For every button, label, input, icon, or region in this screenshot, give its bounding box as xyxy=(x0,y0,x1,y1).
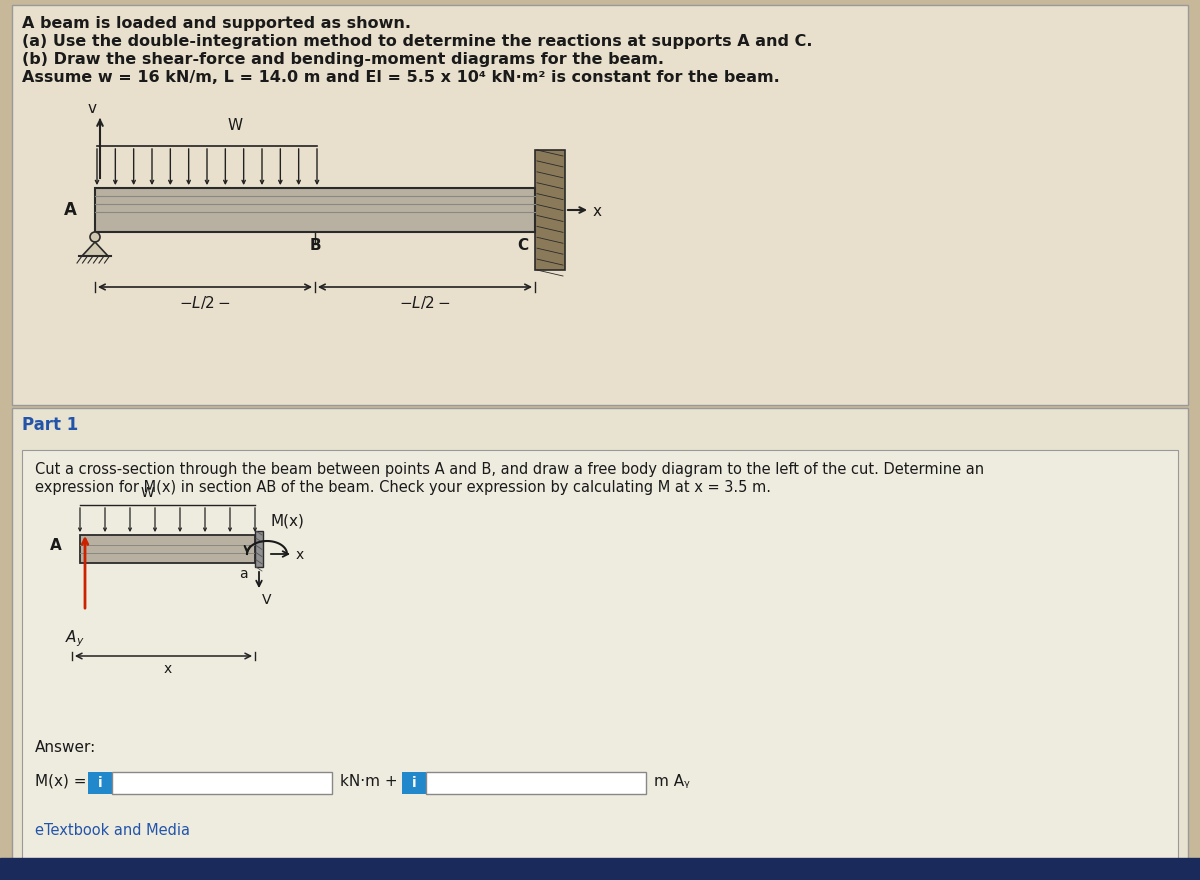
Text: A beam is loaded and supported as shown.: A beam is loaded and supported as shown. xyxy=(22,16,410,31)
Bar xyxy=(256,531,263,567)
Text: A: A xyxy=(64,201,77,219)
Text: $-L/2-$: $-L/2-$ xyxy=(400,294,451,311)
Bar xyxy=(22,450,1178,860)
Text: x: x xyxy=(163,662,172,676)
Text: A: A xyxy=(50,538,62,553)
Text: B: B xyxy=(310,238,320,253)
Bar xyxy=(402,772,426,794)
Text: Cut a cross-section through the beam between points A and B, and draw a free bod: Cut a cross-section through the beam bet… xyxy=(35,462,984,477)
Text: m Aᵧ: m Aᵧ xyxy=(654,774,690,789)
Text: kN·m +: kN·m + xyxy=(340,774,397,789)
Bar xyxy=(95,188,535,232)
Text: M(x): M(x) xyxy=(270,513,304,528)
Text: eTextbook and Media: eTextbook and Media xyxy=(35,823,190,838)
Text: $-L/2-$: $-L/2-$ xyxy=(179,294,230,311)
Text: Part 1: Part 1 xyxy=(22,416,78,434)
Text: v: v xyxy=(88,101,96,116)
Text: $A_y$: $A_y$ xyxy=(65,628,85,649)
Text: Assume w = 16 kN/m, L = 14.0 m and El = 5.5 x 10⁴ kN·m² is constant for the beam: Assume w = 16 kN/m, L = 14.0 m and El = … xyxy=(22,70,780,85)
Text: C: C xyxy=(517,238,528,253)
Polygon shape xyxy=(82,242,108,256)
Bar xyxy=(88,772,112,794)
Bar xyxy=(426,772,646,794)
Bar xyxy=(112,772,332,794)
Text: W: W xyxy=(140,486,155,500)
Text: x: x xyxy=(296,548,305,562)
Bar xyxy=(0,858,1200,880)
Text: i: i xyxy=(412,776,416,790)
Text: x: x xyxy=(593,204,602,219)
Text: (a) Use the double-integration method to determine the reactions at supports A a: (a) Use the double-integration method to… xyxy=(22,34,812,49)
Text: W: W xyxy=(228,118,242,133)
Bar xyxy=(535,150,565,270)
Text: a: a xyxy=(239,567,247,581)
Bar xyxy=(80,535,256,563)
Circle shape xyxy=(90,232,100,242)
Text: i: i xyxy=(97,776,102,790)
Text: V: V xyxy=(262,593,271,607)
Bar xyxy=(12,5,1188,405)
Text: Answer:: Answer: xyxy=(35,740,96,755)
Text: M(x) =: M(x) = xyxy=(35,774,86,789)
Text: (b) Draw the shear-force and bending-moment diagrams for the beam.: (b) Draw the shear-force and bending-mom… xyxy=(22,52,664,67)
Bar xyxy=(12,408,1188,870)
Text: expression for M(x) in section AB of the beam. Check your expression by calculat: expression for M(x) in section AB of the… xyxy=(35,480,772,495)
